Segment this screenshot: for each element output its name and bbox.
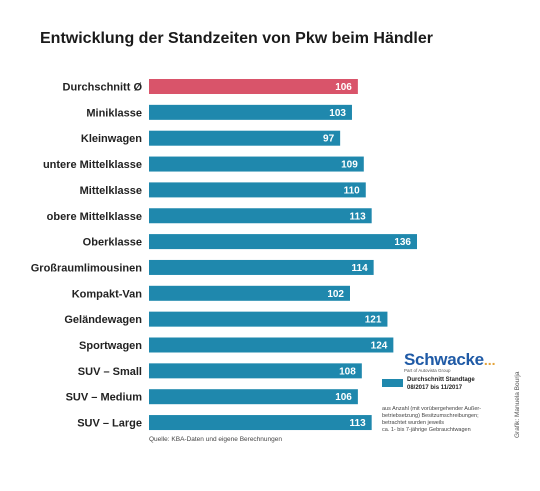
graphic-credit: Grafik: Manuela Bourja — [514, 371, 521, 438]
category-label: Großraumlimousinen — [31, 262, 143, 274]
legend-label-line2: 08/2017 bis 11/2017 — [407, 385, 463, 391]
category-label: SUV – Medium — [66, 392, 143, 404]
chart-title: Entwicklung der Standzeiten von Pkw beim… — [40, 30, 433, 47]
note-line: ca. 1- bis 7-jährige Gebrauchtwagen — [382, 427, 471, 433]
legend-swatch — [382, 379, 403, 387]
bar — [149, 182, 366, 198]
data-label: 109 — [341, 160, 358, 171]
brand-logo: Schwacke... Part of Autovista Group — [404, 350, 504, 373]
data-label: 102 — [327, 289, 344, 300]
data-label: 106 — [335, 82, 352, 93]
data-label: 110 — [344, 185, 361, 196]
category-label: obere Mittelklasse — [47, 211, 142, 223]
bar — [149, 415, 372, 431]
category-label: Oberklasse — [83, 237, 142, 249]
bar — [149, 130, 341, 146]
bar — [149, 285, 350, 301]
data-label: 114 — [352, 263, 369, 274]
bar — [149, 156, 364, 172]
category-label: untere Mittelklasse — [43, 159, 142, 171]
data-label: 106 — [335, 392, 352, 403]
category-label: Sportwagen — [79, 340, 142, 352]
legend-text: Durchschnitt Standtage 08/2017 bis 11/20… — [407, 376, 475, 392]
data-label: 103 — [329, 108, 346, 119]
bar — [149, 234, 417, 250]
source-note: Quelle: KBA-Daten und eigene Berechnunge… — [149, 436, 282, 443]
category-label: Geländewagen — [64, 314, 142, 326]
methodology-note: aus Anzahl (mit vorübergehender Außer- b… — [382, 406, 507, 434]
legend-label-line1: Durchschnitt Standtage — [407, 377, 475, 383]
data-label: 124 — [371, 341, 388, 352]
note-line: aus Anzahl (mit vorübergehender Außer- — [382, 406, 482, 412]
data-label: 113 — [350, 211, 367, 222]
note-line: betrachtet wurden jeweils — [382, 420, 445, 426]
category-label: SUV – Large — [77, 418, 142, 430]
data-label: 97 — [323, 134, 335, 145]
category-label: Kompakt-Van — [72, 288, 143, 300]
category-label: Kleinwagen — [81, 133, 142, 145]
bar — [149, 79, 358, 94]
brand-name: Schwacke — [404, 350, 484, 369]
chart-legend: Durchschnitt Standtage 08/2017 bis 11/20… — [382, 376, 512, 392]
data-label: 108 — [339, 366, 356, 377]
category-label: SUV – Small — [78, 366, 142, 378]
category-label: Miniklasse — [86, 107, 142, 119]
bar — [149, 259, 374, 275]
bar — [149, 104, 352, 120]
bar — [149, 337, 394, 353]
data-label: 113 — [350, 418, 367, 429]
category-label: Mittelklasse — [80, 185, 142, 197]
data-label: 136 — [394, 237, 411, 248]
bar — [149, 311, 388, 327]
bar — [149, 208, 372, 224]
brand-tagline: Part of Autovista Group — [404, 368, 451, 373]
bar — [149, 389, 358, 405]
note-line: betriebsetzung) Besitzumschreibungen; — [382, 413, 479, 419]
brand-dots: ... — [483, 352, 496, 368]
data-label: 121 — [365, 315, 382, 326]
category-label: Durchschnitt Ø — [63, 82, 143, 94]
bar — [149, 363, 362, 379]
